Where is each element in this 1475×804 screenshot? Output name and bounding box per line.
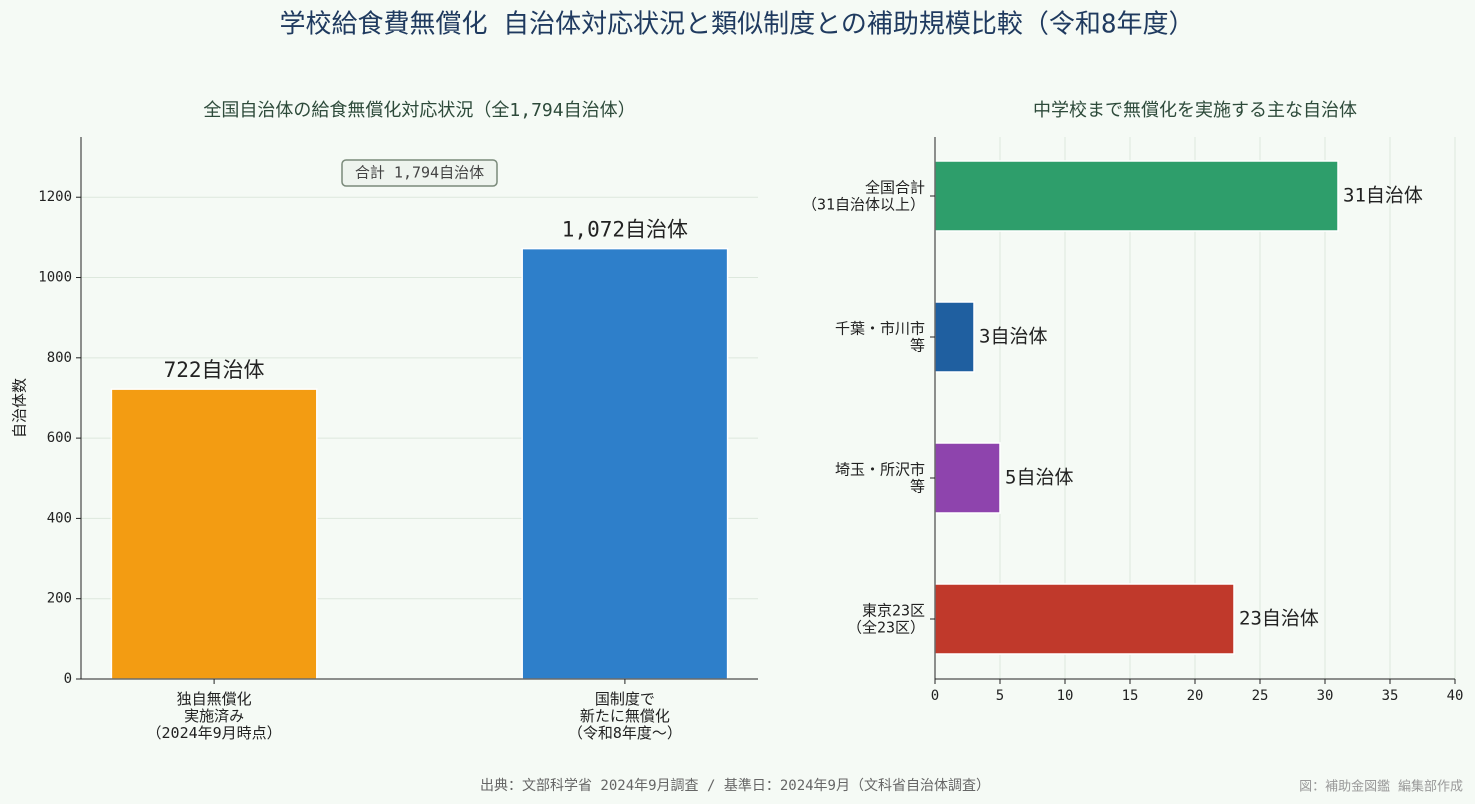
y-axis-label: 自治体数 — [11, 378, 29, 438]
source: 出典：文部科学省 2024年9月調査 / 基準日：2024年9月（文科省自治体調… — [480, 777, 990, 794]
x-tick-label: 国制度で新たに無償化（令和8年度～） — [568, 690, 682, 742]
bar — [110, 388, 318, 680]
x-tick-label: 15 — [1122, 688, 1139, 704]
y-tick-label: 埼玉・所沢市等 — [835, 460, 925, 495]
page-title: 学校給食費無償化 自治体対応状況と類似制度との補助規模比較（令和8年度） — [279, 10, 1194, 40]
annotation: 合計 1,794自治体 — [355, 164, 484, 182]
y-tick-label: 東京23区（全23区） — [847, 601, 925, 636]
x-tick-label: 35 — [1382, 688, 1399, 704]
annotation-box — [341, 159, 498, 187]
x-tick-label: 30 — [1317, 688, 1334, 704]
bar — [934, 160, 1339, 232]
value-label: 722自治体 — [164, 358, 265, 382]
y-tick-label: 1000 — [38, 270, 72, 286]
value-label: 1,072自治体 — [562, 218, 688, 242]
x-tick-label: 0 — [931, 688, 939, 704]
bar — [934, 583, 1235, 655]
chart-title: 全国自治体の給食無償化対応状況（全1,794自治体） — [203, 100, 635, 121]
y-tick-label: 千葉・市川市等 — [835, 319, 925, 354]
value-label: 5自治体 — [1005, 467, 1073, 489]
y-tick-label: 800 — [47, 350, 72, 366]
credit: 図：補助金図鑑 編集部作成 — [1299, 779, 1463, 795]
x-tick-label: 独自無償化実施済み（2024年9月時点） — [147, 690, 282, 742]
y-tick-label: 0 — [64, 671, 72, 687]
x-tick-label: 5 — [996, 688, 1004, 704]
y-tick-label: 全国合計（31自治体以上） — [802, 178, 925, 213]
value-label: 31自治体 — [1343, 185, 1423, 207]
y-tick-label: 1200 — [38, 189, 72, 205]
value-label: 23自治体 — [1239, 608, 1319, 630]
x-tick-label: 25 — [1252, 688, 1269, 704]
y-tick-label: 200 — [47, 591, 72, 607]
bar — [934, 301, 975, 373]
x-tick-label: 40 — [1447, 688, 1464, 704]
x-tick-label: 10 — [1057, 688, 1074, 704]
chart-title: 中学校まで無償化を実施する主な自治体 — [1033, 100, 1357, 121]
value-label: 3自治体 — [979, 326, 1047, 348]
y-tick-label: 400 — [47, 510, 72, 526]
bar — [521, 247, 729, 680]
x-tick-label: 20 — [1187, 688, 1204, 704]
bar — [934, 442, 1001, 514]
y-tick-label: 600 — [47, 430, 72, 446]
